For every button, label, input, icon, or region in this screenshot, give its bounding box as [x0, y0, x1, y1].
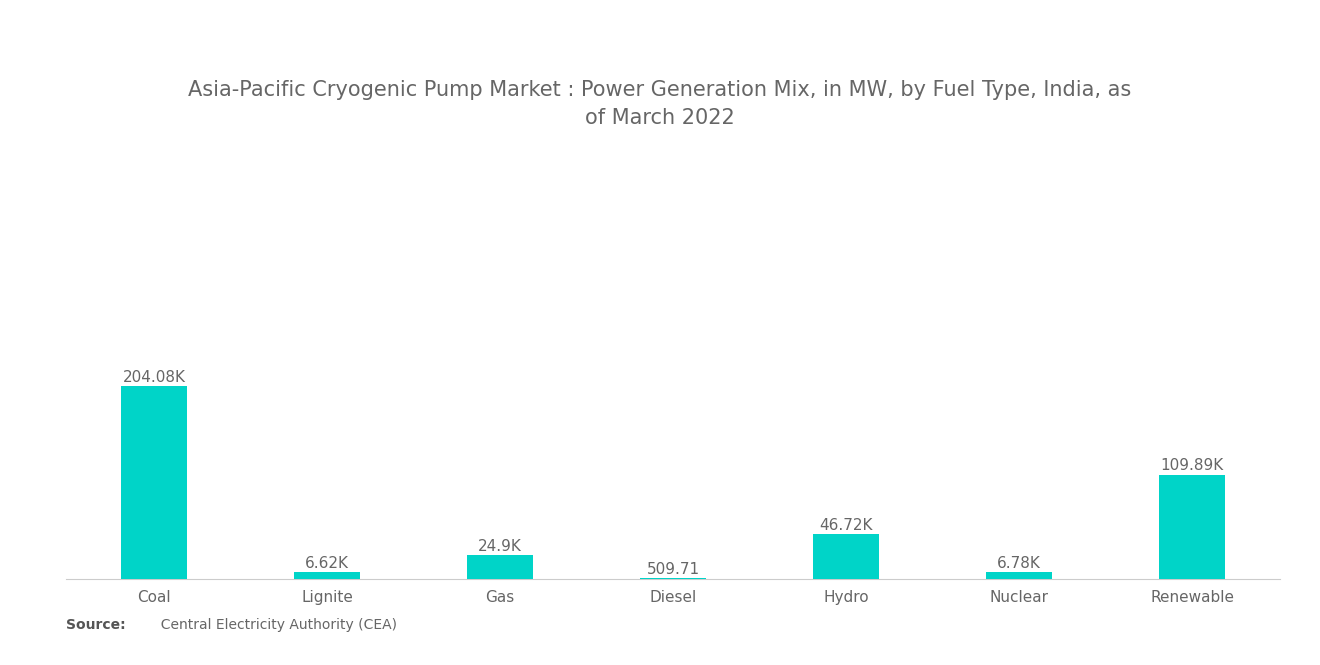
- Text: Asia-Pacific Cryogenic Pump Market : Power Generation Mix, in MW, by Fuel Type, : Asia-Pacific Cryogenic Pump Market : Pow…: [189, 80, 1131, 128]
- Bar: [813, 535, 879, 579]
- Bar: [467, 555, 533, 579]
- Bar: [1159, 475, 1225, 579]
- Bar: [121, 386, 187, 579]
- Bar: [294, 573, 360, 579]
- Text: 204.08K: 204.08K: [123, 370, 186, 384]
- Text: 46.72K: 46.72K: [820, 518, 873, 533]
- Text: Central Electricity Authority (CEA): Central Electricity Authority (CEA): [152, 618, 397, 632]
- Text: 109.89K: 109.89K: [1160, 458, 1224, 473]
- Text: Source:: Source:: [66, 618, 125, 632]
- Text: 509.71: 509.71: [647, 562, 700, 577]
- Text: 24.9K: 24.9K: [478, 539, 523, 554]
- Bar: [986, 572, 1052, 579]
- Text: 6.62K: 6.62K: [305, 556, 348, 571]
- Text: 6.78K: 6.78K: [998, 556, 1041, 571]
